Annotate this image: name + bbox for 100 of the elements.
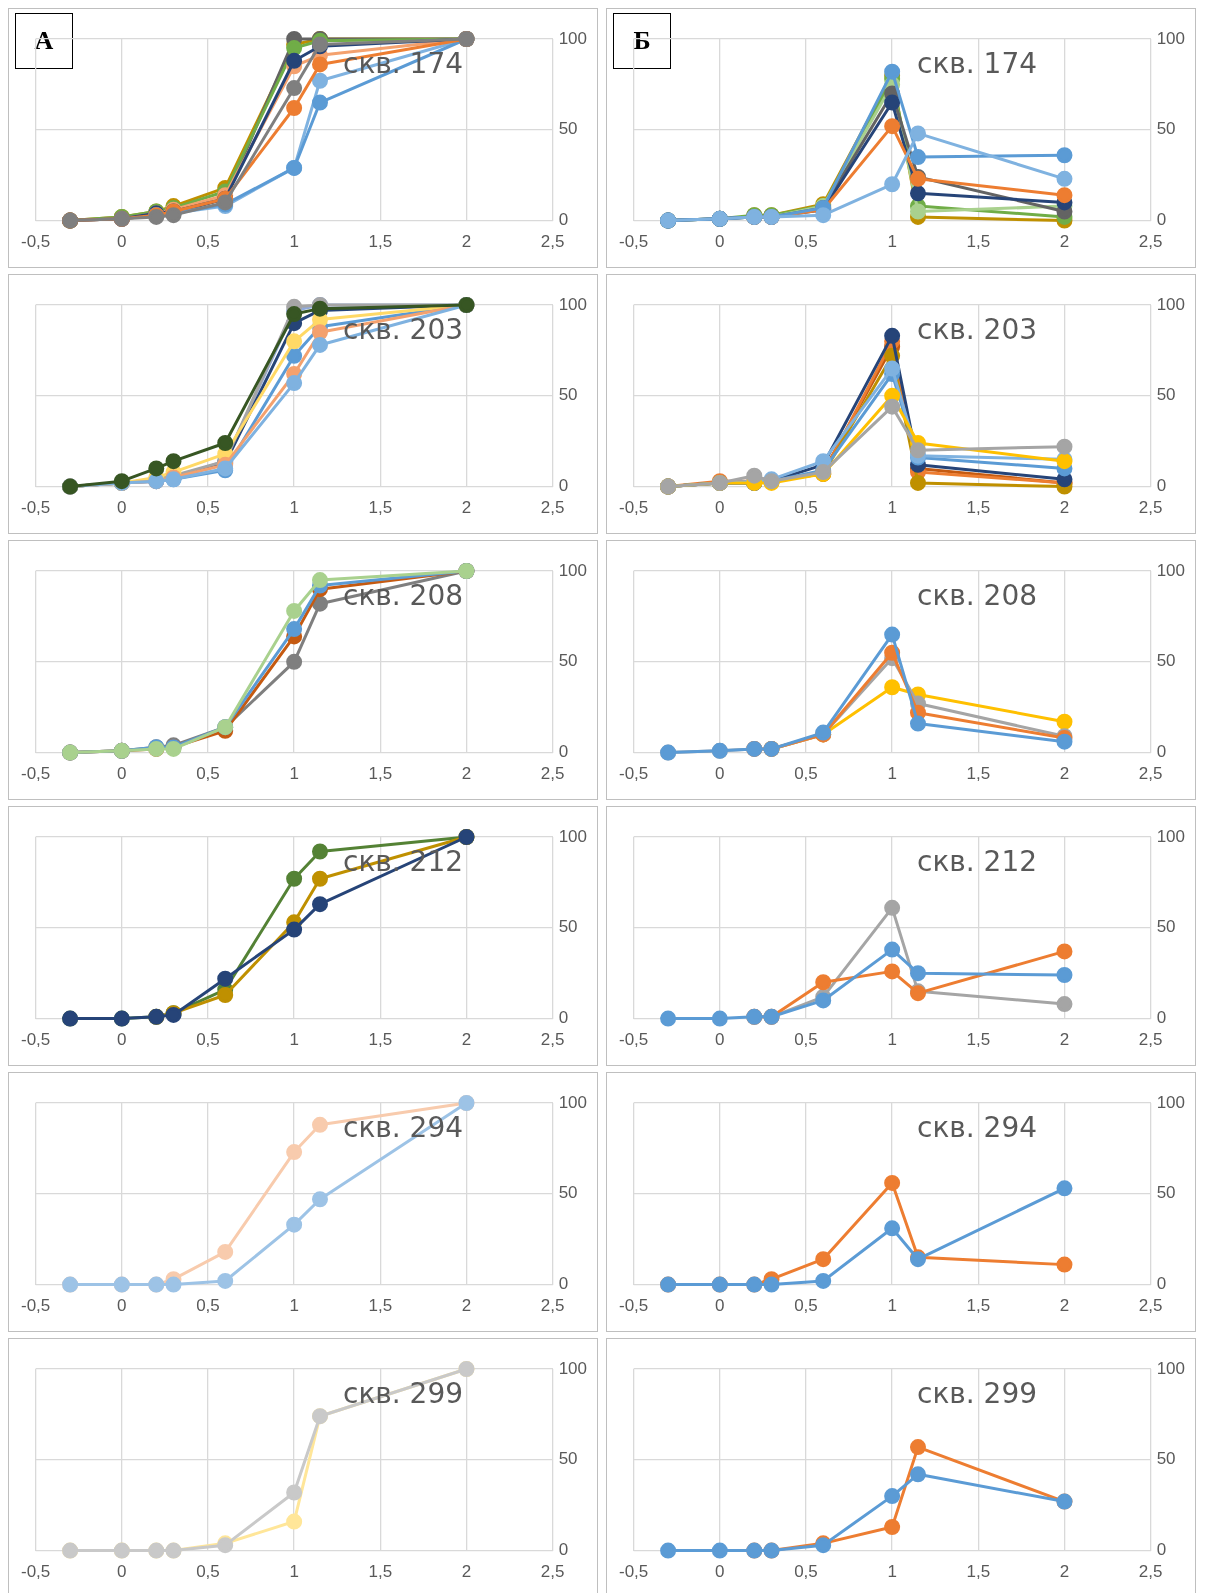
y-tick-label: 0 [1156,210,1167,230]
y-tick-label: 100 [558,28,588,48]
x-tick-label: 0 [715,1296,725,1316]
x-tick-label: 0,5 [794,498,818,518]
annotation: скв. 203 [917,313,1038,346]
x-tick-label: 2,5 [1138,498,1163,518]
x-tick-label: 2 [1059,764,1070,784]
y-tick-label: 100 [558,826,588,846]
x-tick-label: 0 [117,1030,127,1050]
x-tick-label: 1 [289,498,299,518]
x-tick-label: -0,5 [619,1296,649,1316]
x-tick-label: -0,5 [21,1296,51,1316]
x-tick-label: 1,5 [966,498,991,518]
x-tick-label: 2,5 [540,1030,565,1050]
x-tick-label: 1,5 [368,1296,393,1316]
x-tick-label: 0,5 [794,1296,818,1316]
x-tick-label: 2,5 [540,1296,565,1316]
chart-title: Б [613,13,671,69]
annotation: скв. 212 [917,845,1038,878]
x-tick-label: 1 [887,764,897,784]
x-tick-label: 1 [289,1030,299,1050]
y-tick-label: 50 [558,917,578,937]
x-tick-label: 0,5 [794,1030,818,1050]
x-tick-label: -0,5 [21,1562,51,1582]
x-tick-label: 1 [887,232,897,252]
y-tick-label: 0 [1156,476,1167,496]
x-tick-label: 1,5 [966,1562,991,1582]
x-tick-label: 1 [887,1030,897,1050]
x-tick-label: 0,5 [196,764,220,784]
y-tick-label: 50 [558,119,578,139]
y-tick-label: 50 [558,1183,578,1203]
x-tick-label: -0,5 [619,764,649,784]
x-tick-label: 1,5 [966,232,991,252]
y-tick-label: 0 [1156,1540,1167,1560]
x-tick-label: 1,5 [368,1562,393,1582]
x-tick-label: -0,5 [21,498,51,518]
x-tick-label: -0,5 [619,232,649,252]
x-tick-label: -0,5 [21,764,51,784]
y-tick-label: 50 [1156,385,1176,405]
x-tick-label: 1 [289,1562,299,1582]
x-tick-label: 2,5 [1138,1030,1163,1050]
x-tick-label: 2 [1059,1562,1070,1582]
annotation: скв. 208 [917,579,1038,612]
x-tick-label: 2,5 [1138,232,1163,252]
x-tick-label: 1,5 [368,764,393,784]
y-tick-label: 100 [558,560,588,580]
y-tick-label: 50 [558,1449,578,1469]
x-tick-label: 1 [887,1296,897,1316]
x-tick-label: 0,5 [196,1030,220,1050]
x-tick-label: 0,5 [794,764,818,784]
x-tick-label: 1 [289,764,299,784]
y-tick-label: 100 [1156,1358,1186,1378]
x-tick-label: 2,5 [1138,764,1163,784]
x-tick-label: 2,5 [540,498,565,518]
y-tick-label: 100 [558,1092,588,1112]
y-tick-label: 0 [558,1008,569,1028]
y-tick-label: 0 [1156,742,1167,762]
y-tick-label: 0 [558,742,569,762]
x-tick-label: 2 [1059,1296,1070,1316]
x-tick-label: 2 [1059,232,1070,252]
y-tick-label: 50 [558,651,578,671]
y-tick-label: 0 [558,1274,569,1294]
annotation: скв. 174 [917,47,1038,80]
x-tick-label: 1,5 [368,232,393,252]
x-tick-label: 2 [1059,498,1070,518]
x-tick-label: 1,5 [368,1030,393,1050]
y-tick-label: 100 [558,294,588,314]
annotation: скв. 299 [343,1377,464,1410]
x-tick-label: 2 [461,1030,472,1050]
x-tick-label: 1,5 [368,498,393,518]
x-tick-label: 0 [117,1562,127,1582]
x-tick-label: 0 [117,498,127,518]
x-tick-label: 0 [715,1030,725,1050]
x-tick-label: -0,5 [619,1030,649,1050]
y-tick-label: 0 [558,210,569,230]
x-tick-label: 0 [715,232,725,252]
y-tick-label: 100 [558,1358,588,1378]
x-tick-label: 2 [461,1296,472,1316]
x-tick-label: -0,5 [619,498,649,518]
x-tick-label: 2 [461,232,472,252]
y-tick-label: 50 [1156,1449,1176,1469]
y-tick-label: 50 [1156,651,1176,671]
y-tick-label: 0 [1156,1274,1167,1294]
x-tick-label: 1,5 [966,764,991,784]
x-tick-label: 0 [715,1562,725,1582]
y-tick-label: 50 [1156,917,1176,937]
x-tick-label: 0,5 [196,1562,220,1582]
x-tick-label: 2,5 [540,1562,565,1582]
y-tick-label: 0 [558,476,569,496]
x-tick-label: 0 [117,1296,127,1316]
x-tick-label: -0,5 [619,1562,649,1582]
y-tick-label: 100 [1156,560,1186,580]
x-tick-label: 2 [461,764,472,784]
y-tick-label: 100 [1156,1092,1186,1112]
x-tick-label: 0 [715,498,725,518]
y-tick-label: 100 [1156,294,1186,314]
x-tick-label: 2,5 [1138,1296,1163,1316]
x-tick-label: -0,5 [21,232,51,252]
y-tick-label: 50 [558,385,578,405]
x-tick-label: 0,5 [794,1562,818,1582]
